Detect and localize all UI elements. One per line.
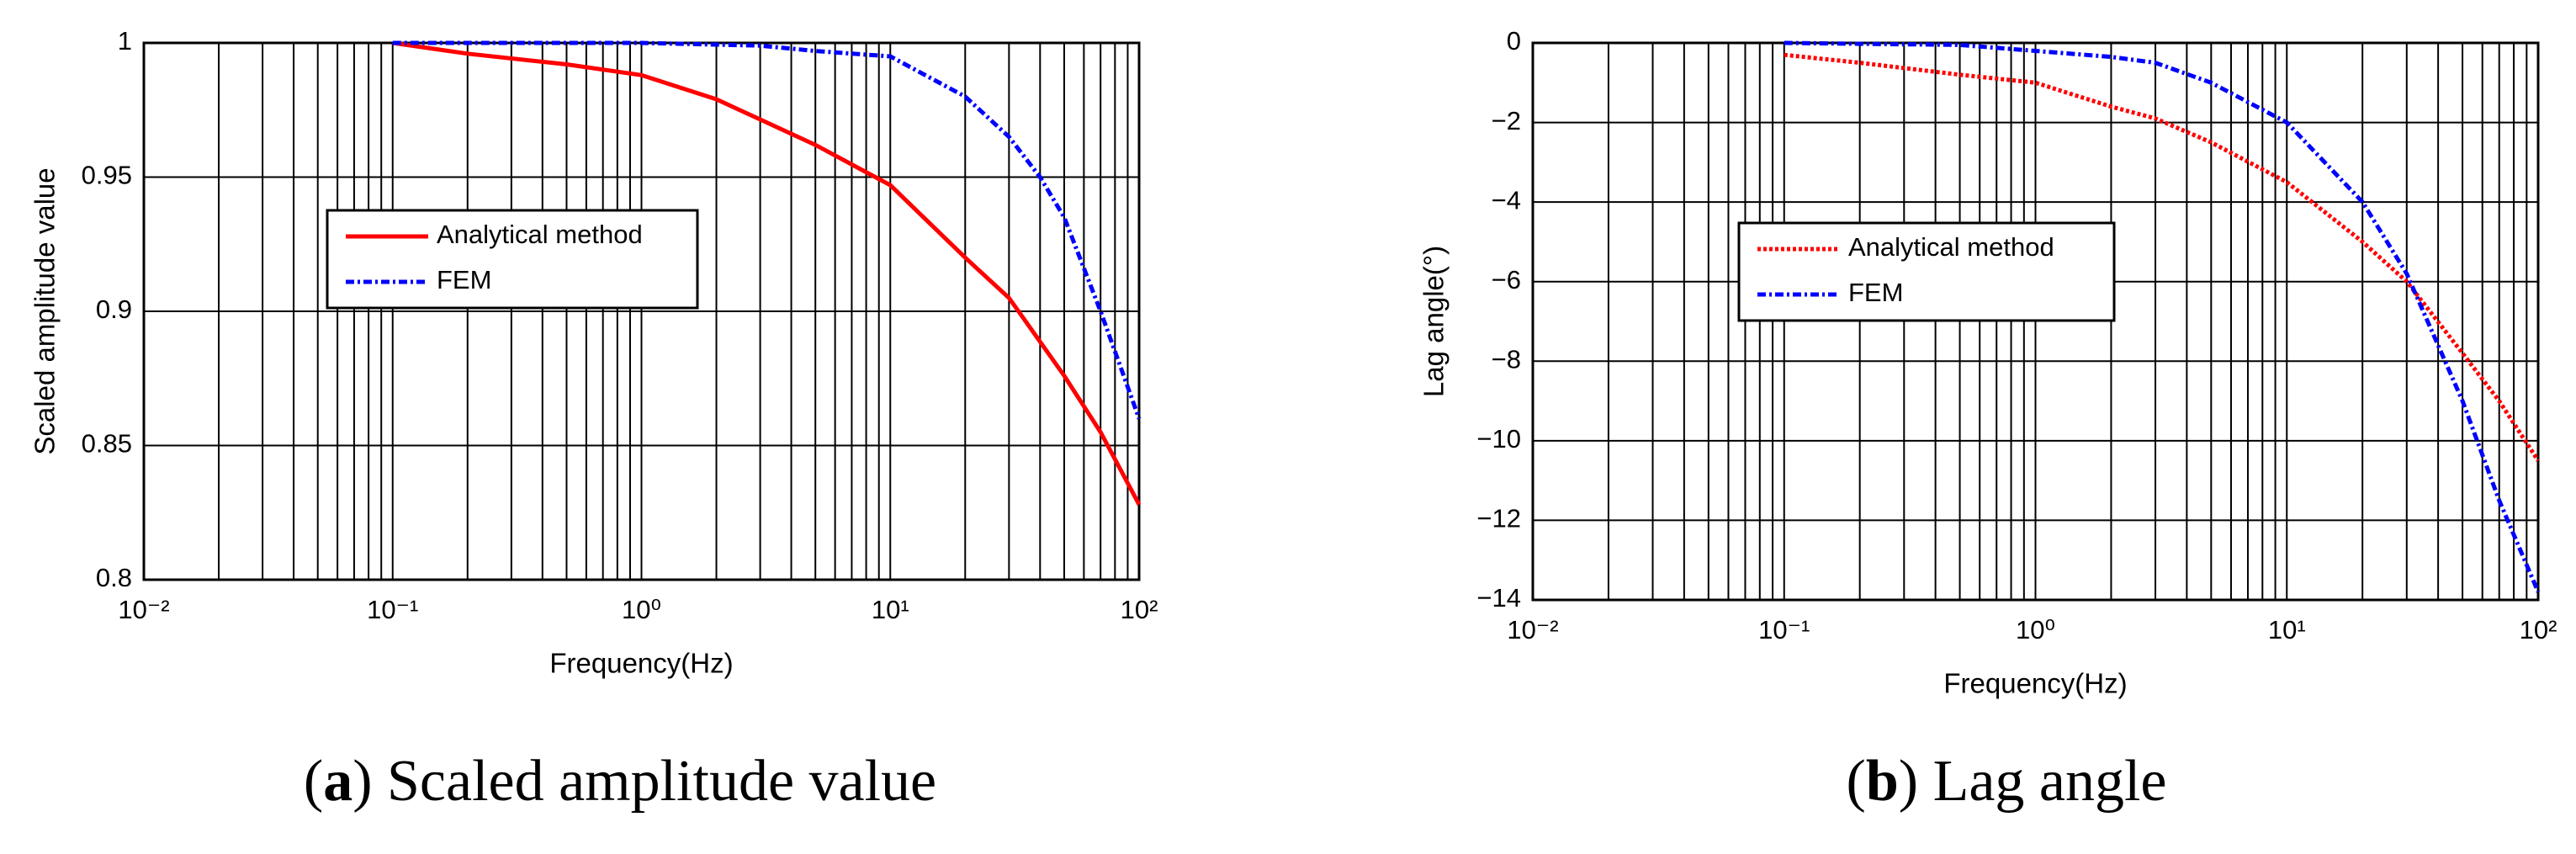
series-line — [1784, 52, 2541, 462]
x-tick-label: 10⁻¹ — [367, 595, 418, 624]
y-axis-label: Lag angle(°) — [1418, 246, 1450, 397]
legend-label: Analytical method — [437, 220, 643, 249]
x-tick-label: 10⁰ — [2016, 615, 2055, 644]
y-tick-label: −6 — [1492, 265, 1521, 294]
x-tick-label: 10¹ — [872, 595, 909, 624]
caption-label: b — [1866, 749, 1899, 814]
y-tick-label: −8 — [1492, 344, 1521, 374]
legend-label: FEM — [437, 265, 491, 294]
y-axis-label: Scaled amplitude value — [29, 167, 61, 454]
x-tick-label: 10² — [1121, 595, 1158, 624]
series-line — [1784, 40, 2541, 593]
legend-label: Analytical method — [1848, 232, 2054, 262]
legend: Analytical method FEM — [1737, 221, 2116, 322]
plot-frame — [1531, 41, 2540, 602]
y-tick-label: −14 — [1476, 583, 1521, 613]
x-tick-label: 10⁻² — [1507, 615, 1558, 644]
y-tick-label: 0 — [1507, 26, 1521, 56]
y-tick-label: −12 — [1476, 504, 1521, 533]
caption-text: Scaled amplitude value — [387, 749, 936, 814]
caption: (a) Scaled amplitude value — [304, 749, 936, 814]
legend-label: FEM — [1848, 278, 1903, 307]
chart: 10⁻² 10⁻¹ 10⁰ 10¹ 10² 0.8 0.85 0.9 0.95 1 Analytic… — [29, 26, 1158, 814]
x-tick-label: 10² — [2520, 615, 2557, 644]
y-tick-label: 0.8 — [96, 563, 132, 592]
chart: 10⁻² 10⁻¹ 10⁰ 10¹ 10² −14 −12 −10 −8 −6 −4 −2 0 Analy… — [1418, 26, 2557, 814]
y-tick-label: −4 — [1492, 185, 1521, 215]
legend-box — [1737, 221, 2116, 322]
x-tick-label: 10⁰ — [622, 595, 661, 624]
y-tick-label: 0.95 — [82, 161, 132, 190]
x-axis-label: Frequency(Hz) — [549, 648, 733, 679]
y-tick-label: 0.9 — [96, 294, 132, 324]
x-tick-label: 10⁻² — [118, 595, 169, 624]
x-axis-label: Frequency(Hz) — [1943, 668, 2127, 699]
x-tick-label: 10¹ — [2268, 615, 2306, 644]
y-tick-label: 0.85 — [82, 429, 132, 459]
legend-box — [326, 209, 699, 310]
series-line — [392, 40, 1142, 506]
series-line — [392, 40, 1142, 420]
x-tick-label: 10⁻¹ — [1758, 615, 1810, 644]
y-tick-label: 1 — [118, 26, 132, 56]
y-tick-label: −2 — [1492, 106, 1521, 135]
caption-label: a — [323, 749, 352, 814]
caption-text: Lag angle — [1933, 749, 2167, 814]
legend: Analytical method FEM — [326, 209, 699, 310]
y-tick-label: −10 — [1476, 424, 1521, 454]
caption: (b) Lag angle — [1847, 749, 2167, 814]
